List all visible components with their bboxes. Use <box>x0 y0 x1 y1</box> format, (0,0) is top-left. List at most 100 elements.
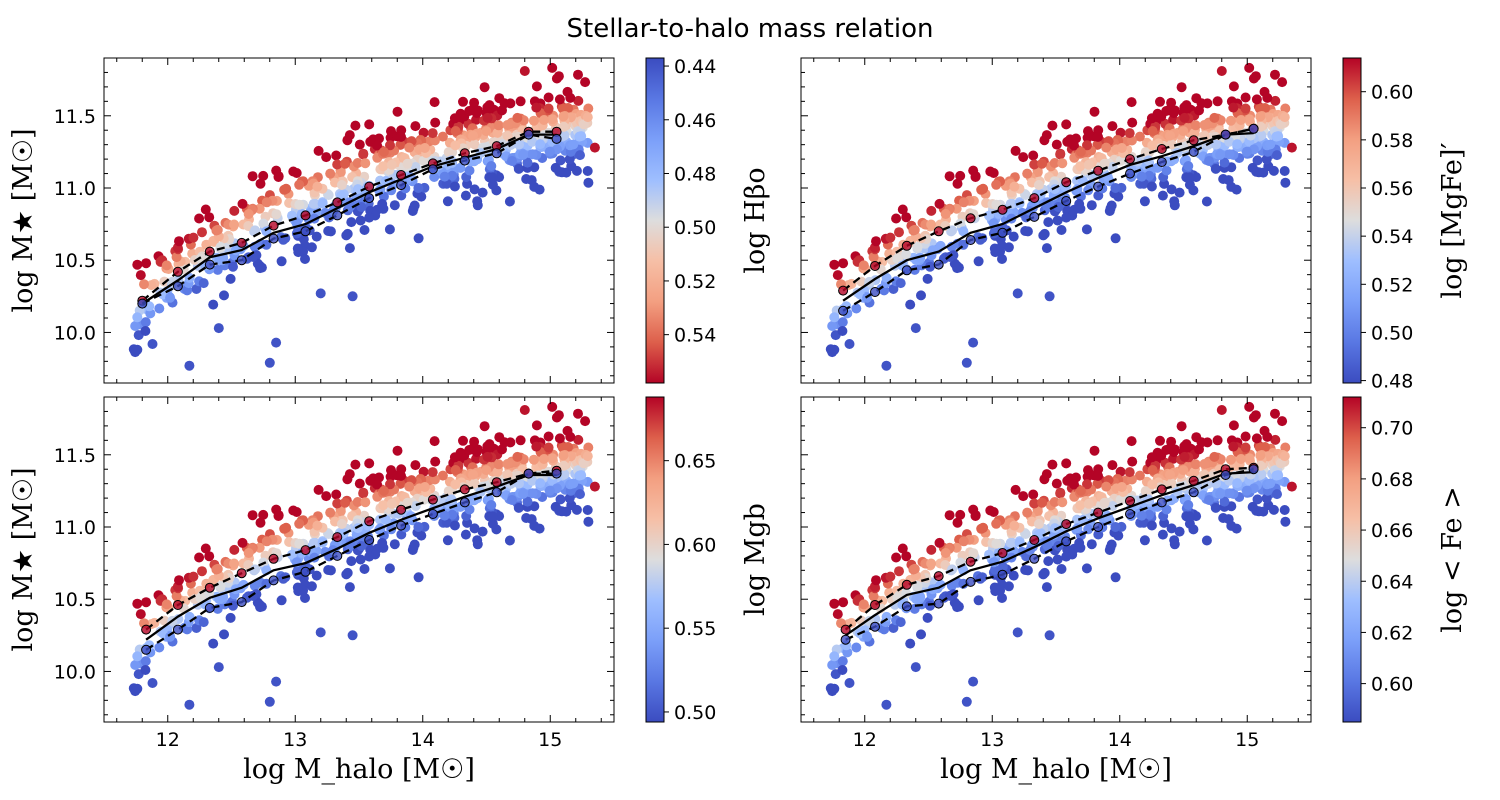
scatter-point <box>1273 131 1284 142</box>
scatter-point <box>378 146 389 157</box>
scatter-point <box>1041 582 1052 593</box>
scatter-point <box>258 170 269 181</box>
scatter-point <box>550 501 561 512</box>
scatter-point <box>1020 529 1031 539</box>
scatter-point <box>543 103 554 114</box>
scatter-point <box>885 232 896 243</box>
scatter-point <box>458 96 468 107</box>
scatter-point <box>1134 470 1145 481</box>
scatter-point <box>364 551 375 562</box>
scatter-point <box>829 259 840 270</box>
series-marker-upper <box>901 240 912 251</box>
scatter-point <box>464 106 475 116</box>
scatter-point <box>1051 478 1062 489</box>
scatter-point <box>228 600 238 611</box>
y-axis-label: log M★ [M☉] <box>8 467 39 651</box>
scatter-point <box>1265 478 1276 489</box>
scatter-point <box>228 261 238 272</box>
y-tick-label: 10.0 <box>54 661 96 683</box>
scatter-point <box>194 213 205 224</box>
scatter-point <box>271 337 282 348</box>
scatter-point <box>1107 121 1118 132</box>
scatter-point <box>578 119 589 130</box>
scatter-point <box>916 629 926 640</box>
scatter-point <box>413 183 424 193</box>
scatter-point <box>910 323 921 334</box>
scatter-point <box>191 623 202 633</box>
scatter-point <box>1115 494 1126 505</box>
colorbar-gradient <box>645 396 665 723</box>
series-marker-upper <box>1125 496 1135 506</box>
scatter-point <box>909 563 920 574</box>
series-marker-upper <box>1188 475 1199 486</box>
scatter-point <box>455 162 466 173</box>
series-marker-upper <box>997 204 1008 215</box>
colorbar: 0.44 0.46 0.48 0.50 0.52 0.54 log Hβo <box>645 56 771 384</box>
scatter-point <box>331 150 342 161</box>
scatter-point <box>298 234 309 245</box>
scatter-point <box>312 520 323 531</box>
scatter-point <box>354 478 365 489</box>
scatter-point <box>1169 539 1180 550</box>
series-marker-upper <box>396 504 407 515</box>
scatter-point <box>1144 509 1155 520</box>
scatter-point <box>247 171 258 182</box>
scatter-point <box>481 126 492 137</box>
scatter-point <box>1194 444 1204 455</box>
scatter-point <box>1110 183 1121 193</box>
scatter-point <box>132 259 143 270</box>
scatter-point <box>347 291 358 302</box>
scatter-point <box>838 597 849 608</box>
y-tick-label: 11.5 <box>54 106 96 128</box>
scatter-point <box>862 631 873 642</box>
scatter-point <box>493 459 504 470</box>
scatter-point <box>1157 529 1168 540</box>
scatter-point <box>1089 106 1100 117</box>
scatter-point <box>1184 511 1195 522</box>
scatter-point <box>1134 131 1145 142</box>
colorbar-tick-label: 0.44 <box>674 56 716 78</box>
scatter-point <box>288 505 299 516</box>
scatter-point <box>955 170 966 181</box>
series-marker-lower <box>1061 196 1072 206</box>
scatter-point <box>471 447 482 457</box>
scatter-point <box>558 450 569 461</box>
scatter-point <box>271 676 282 687</box>
scatter-point <box>1209 112 1220 123</box>
scatter-point <box>360 497 371 508</box>
colorbar-tick-label: 0.46 <box>674 110 716 132</box>
scatter-point <box>358 149 369 160</box>
scatter-point <box>573 408 583 419</box>
scatter-point <box>1189 127 1200 138</box>
scatter-point <box>359 564 370 574</box>
scatter-point <box>513 163 524 174</box>
scatter-point <box>576 131 587 142</box>
scatter-point <box>225 273 236 284</box>
scatter-point <box>1051 139 1062 150</box>
scatter-point <box>563 442 573 452</box>
scatter-point <box>1199 459 1210 469</box>
x-axis-label: log M_halo [M☉] <box>940 754 1172 785</box>
series-marker-upper <box>268 553 279 564</box>
scatter-point <box>198 617 209 628</box>
colorbar-tick-label: 0.68 <box>1371 469 1413 491</box>
scatter-point <box>881 360 892 371</box>
scatter-point <box>1240 431 1251 442</box>
scatter-point <box>895 278 906 289</box>
scatter-point <box>402 158 413 169</box>
scatter-point <box>912 242 923 252</box>
scatter-point <box>1272 489 1282 500</box>
scatter-point <box>132 683 143 694</box>
scatter-point <box>229 205 240 216</box>
scatter-point <box>1260 442 1270 452</box>
colorbar-tick-label: 0.54 <box>674 325 716 347</box>
scatter-point <box>1176 82 1187 93</box>
scatter-point <box>1252 494 1263 505</box>
series-marker-lower <box>1188 487 1199 498</box>
scatter-point <box>354 139 365 150</box>
scatter-point <box>827 321 838 331</box>
series-marker-upper <box>933 226 944 237</box>
scatter-point <box>140 656 151 667</box>
y-tick-label: 11.0 <box>54 517 96 539</box>
scatter-point <box>464 504 475 515</box>
